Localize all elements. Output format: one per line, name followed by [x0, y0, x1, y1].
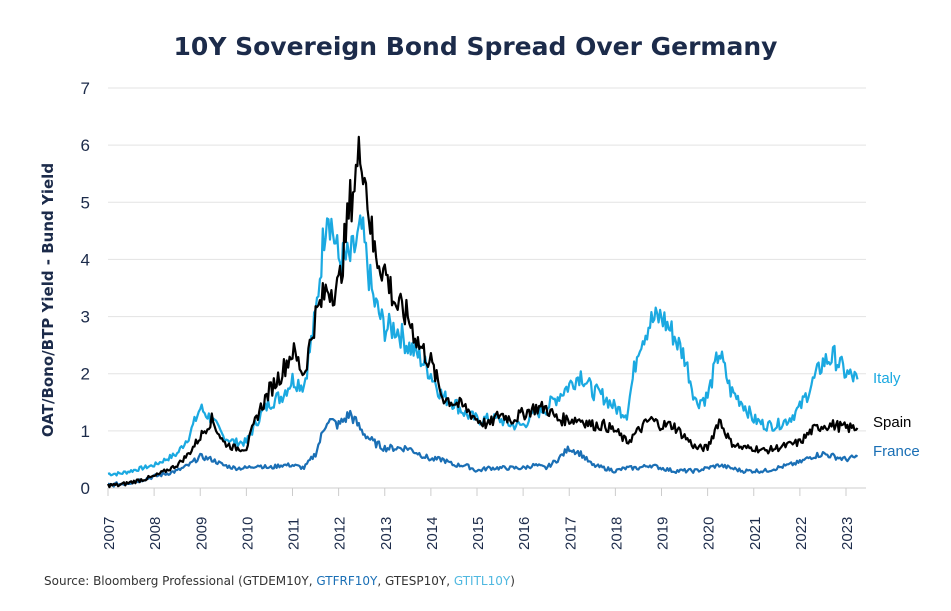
x-tick-label: 2016: [516, 517, 533, 550]
source-france-code: GTFRF10Y: [316, 574, 378, 588]
source-prefix: Source: Bloomberg Professional (GTDEM10Y…: [44, 574, 317, 588]
series-label-spain: Spain: [873, 414, 911, 431]
chart-title: 10Y Sovereign Bond Spread Over Germany: [173, 32, 778, 61]
x-tick-label: 2008: [147, 517, 164, 550]
x-tick-label: 2018: [608, 517, 625, 550]
x-tick-label: 2009: [193, 517, 210, 550]
y-tick-label: 1: [81, 422, 90, 441]
series-label-france: France: [873, 443, 920, 460]
x-tick-label: 2023: [839, 517, 856, 550]
x-tick-label: 2020: [701, 517, 718, 550]
y-tick-label: 3: [81, 308, 90, 327]
x-tick-label: 2021: [747, 517, 764, 550]
series-line-spain: [106, 135, 859, 489]
x-tick-label: 2012: [332, 517, 349, 550]
source-suffix: ): [510, 574, 515, 588]
y-tick-label: 5: [81, 193, 90, 212]
source-mid: , GTESP10Y,: [377, 574, 454, 588]
y-tick-label: 4: [81, 250, 90, 269]
x-tick-label: 2022: [793, 517, 810, 550]
series-line-france: [107, 409, 859, 488]
x-tick-label: 2017: [562, 517, 579, 550]
x-tick-label: 2010: [239, 517, 256, 550]
x-tick-label: 2013: [378, 517, 395, 550]
y-tick-label: 0: [81, 479, 90, 498]
x-tick-label: 2015: [470, 517, 487, 550]
source-italy-code: GTITL10Y: [453, 574, 511, 588]
y-tick-label: 6: [81, 136, 90, 155]
source-note: Source: Bloomberg Professional (GTDEM10Y…: [44, 574, 515, 588]
series-label-italy: Italy: [873, 370, 901, 387]
x-tick-label: 2007: [101, 517, 118, 550]
x-tick-label: 2019: [655, 517, 672, 550]
y-tick-label: 7: [81, 79, 90, 98]
x-tick-label: 2014: [424, 517, 441, 550]
y-tick-label: 2: [81, 365, 90, 384]
x-tick-label: 2011: [286, 518, 303, 550]
